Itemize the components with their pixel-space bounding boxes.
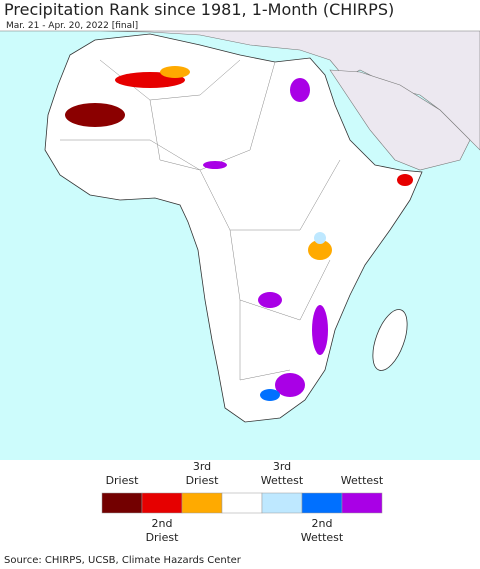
- legend-swatch: [141, 492, 183, 514]
- rank-patches: [65, 66, 413, 401]
- legend-label: 2nd Driest: [145, 517, 179, 544]
- legend-swatch: [301, 492, 343, 514]
- legend-swatch: [261, 492, 303, 514]
- legend-swatch: [221, 492, 263, 514]
- legend-swatch: [101, 492, 143, 514]
- legend-label: 2nd Wettest: [300, 517, 344, 544]
- legend-label: Wettest: [340, 474, 384, 487]
- madagascar: [372, 309, 408, 371]
- arabia: [329, 69, 471, 171]
- legend-label: 3rd Wettest: [260, 460, 304, 487]
- legend-label: 3rd Driest: [185, 460, 219, 487]
- title: Precipitation Rank since 1981, 1-Month (…: [4, 0, 395, 19]
- subtitle: Mar. 21 - Apr. 20, 2022 [final]: [6, 21, 139, 31]
- legend-swatch: [341, 492, 383, 514]
- source: Source: CHIRPS, UCSB, Climate Hazards Ce…: [4, 555, 241, 566]
- legend-swatch: [181, 492, 223, 514]
- legend-label: Driest: [105, 474, 139, 487]
